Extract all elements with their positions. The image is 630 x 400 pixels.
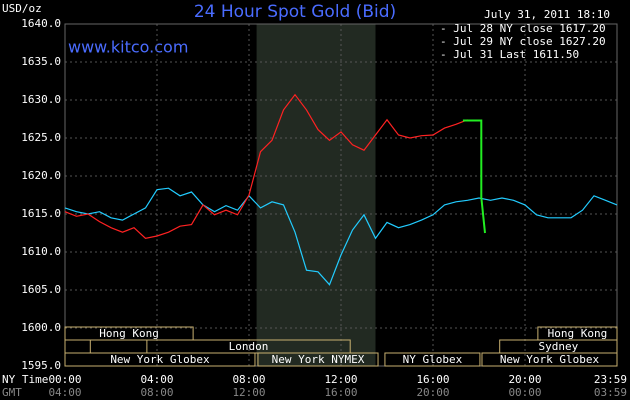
x2-axis-label: GMT — [2, 386, 22, 399]
series-line — [462, 119, 486, 234]
gmt-tick-label: 08:00 — [140, 386, 173, 399]
x-tick-label: 23:59 — [594, 373, 627, 386]
y-tick-label: 1595.0 — [21, 359, 61, 372]
session-box — [384, 352, 481, 367]
y-tick-label: 1615.0 — [21, 207, 61, 220]
session-box — [64, 352, 256, 367]
x-tick-label: 04:00 — [140, 373, 173, 386]
gmt-tick-label: 04:00 — [48, 386, 81, 399]
session-label: Sydney — [538, 340, 578, 353]
gmt-tick-label: 00:00 — [508, 386, 541, 399]
shaded-session — [256, 24, 376, 366]
gmt-tick-label: 12:00 — [232, 386, 265, 399]
session-label: New York Globex — [110, 353, 210, 366]
session-box — [64, 339, 91, 354]
session-label: NY Globex — [403, 353, 463, 366]
series-line — [64, 93, 468, 239]
legend-entry: - Jul 31 Last 1611.50 — [440, 48, 579, 61]
y-tick-label: 1600.0 — [21, 321, 61, 334]
session-box — [481, 352, 618, 367]
x-tick-label: 20:00 — [508, 373, 541, 386]
y-tick-label: 1630.0 — [21, 93, 61, 106]
chart-title: 24 Hour Spot Gold (Bid) — [194, 2, 396, 22]
session-label: London — [229, 340, 269, 353]
y-tick-label: 1635.0 — [21, 55, 61, 68]
x-tick-label: 16:00 — [416, 373, 449, 386]
y-tick-label: 1625.0 — [21, 131, 61, 144]
series-line — [64, 187, 618, 286]
gmt-tick-label: 20:00 — [416, 386, 449, 399]
x-axis-label: NY Time — [2, 373, 48, 386]
session-label: Hong Kong — [99, 327, 159, 340]
y-axis-label: USD/oz — [2, 2, 42, 15]
x-tick-label: 08:00 — [232, 373, 265, 386]
legend-entry: - Jul 28 NY close 1617.20 — [440, 22, 606, 35]
x-tick-label: 12:00 — [324, 373, 357, 386]
session-label: Hong Kong — [548, 327, 608, 340]
y-tick-label: 1610.0 — [21, 245, 61, 258]
y-tick-label: 1605.0 — [21, 283, 61, 296]
legend-entry: - Jul 29 NY close 1627.20 — [440, 35, 606, 48]
session-box — [64, 326, 194, 341]
x-tick-label: 00:00 — [48, 373, 81, 386]
y-tick-label: 1640.0 — [21, 17, 61, 30]
gmt-tick-label: 16:00 — [324, 386, 357, 399]
watermark: www.kitco.com — [68, 38, 188, 57]
session-box — [257, 352, 379, 367]
y-tick-label: 1620.0 — [21, 169, 61, 182]
timestamp: July 31, 2011 18:10 — [484, 8, 610, 21]
session-label: New York Globex — [500, 353, 600, 366]
session-label: New York NYMEX — [272, 353, 365, 366]
gmt-tick-label: 03:59 — [594, 386, 627, 399]
